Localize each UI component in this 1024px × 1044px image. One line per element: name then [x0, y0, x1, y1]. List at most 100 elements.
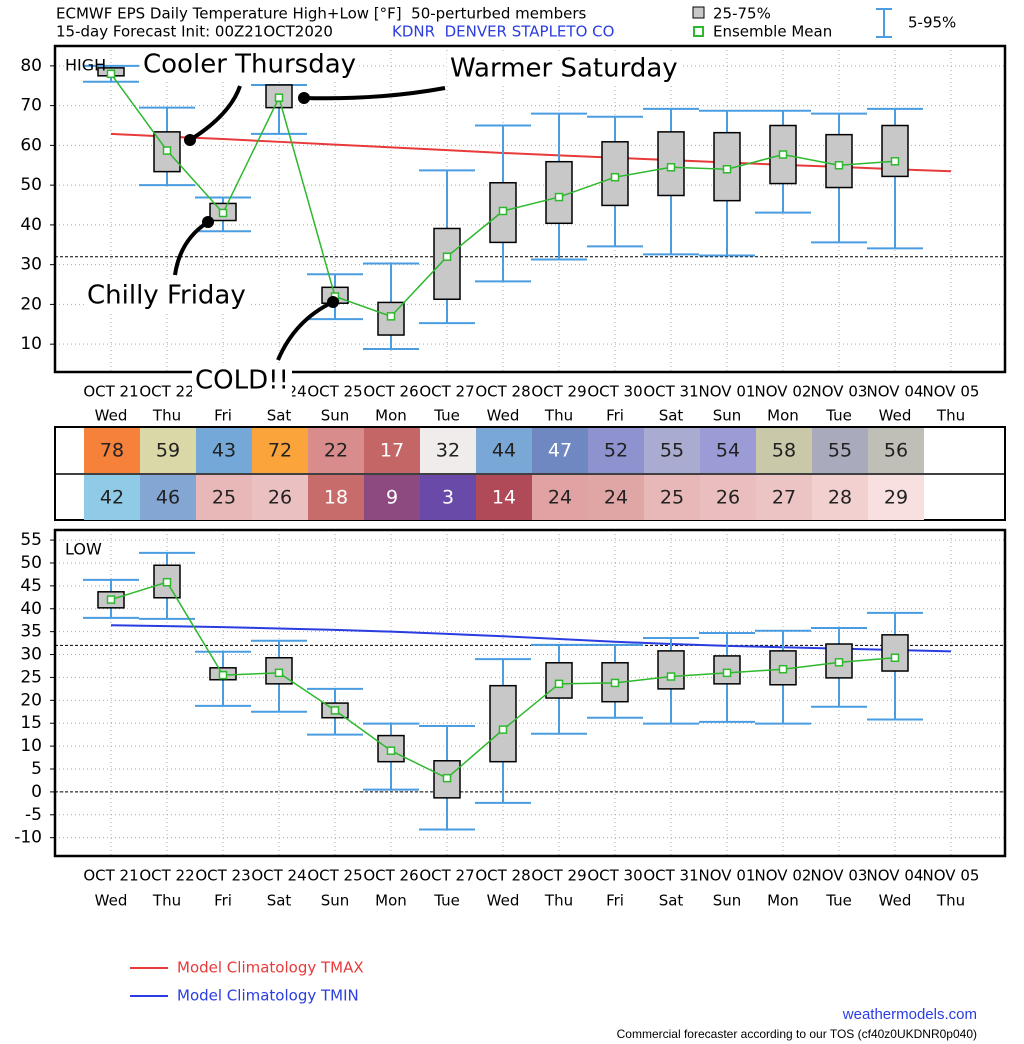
table-value: 54: [716, 440, 740, 462]
mean-marker: [554, 679, 564, 689]
table-value: 3: [442, 487, 454, 509]
table-cell: [868, 428, 924, 473]
x-tick-label: NOV 01: [699, 867, 756, 885]
table-value: 43: [212, 440, 236, 462]
x-tick-label: NOV 03: [811, 867, 868, 885]
plot-frame: [53, 44, 1007, 374]
table-value: 17: [380, 440, 404, 462]
table-cell: [420, 475, 476, 520]
legend-label: 5-95%: [908, 14, 956, 32]
mean-marker: [610, 678, 620, 688]
legend-label: 25-75%: [713, 5, 771, 23]
y-tick-label: 35: [20, 622, 42, 642]
y-tick-label: 20: [20, 294, 42, 314]
mean-marker: [554, 192, 564, 202]
x-tick-label: OCT 31: [643, 867, 698, 885]
annotation: Warmer Saturday: [450, 54, 678, 84]
annotation: Chilly Friday: [87, 281, 246, 311]
table-cell: [196, 475, 252, 520]
table-cell: [252, 475, 308, 520]
mean-marker: [834, 658, 844, 667]
mean-marker: [218, 208, 228, 218]
x-tick-label: OCT 25: [307, 867, 362, 885]
x-tick-label: OCT 27: [419, 867, 474, 885]
x-tick-label: Thu: [544, 407, 573, 425]
site: weathermodels.com: [842, 1006, 977, 1023]
x-tick-label: NOV 01: [699, 383, 756, 401]
table-cell: [700, 475, 756, 520]
x-tick-label: Sun: [321, 407, 350, 425]
box: [545, 160, 573, 225]
y-tick-label: 70: [20, 96, 42, 116]
table-value: 26: [716, 487, 740, 509]
annotation-arrowhead: [298, 92, 310, 104]
x-tick-label: NOV 04: [867, 383, 924, 401]
annotation: COLD!!: [195, 366, 289, 396]
x-tick-label: OCT 25: [307, 383, 362, 401]
mean-marker: [890, 653, 900, 662]
x-tick-label: Fri: [606, 407, 624, 425]
mean-marker: [386, 312, 396, 321]
x-tick-label: OCT 27: [419, 383, 474, 401]
x-tick-label: Wed: [487, 892, 520, 910]
table-value: 32: [436, 440, 460, 462]
y-tick-label: 10: [20, 736, 42, 756]
x-tick-label: Sat: [659, 892, 684, 910]
table-cell: [812, 428, 868, 473]
x-tick-label: Fri: [214, 407, 232, 425]
box: [489, 684, 517, 763]
x-tick-label: NOV 03: [811, 383, 868, 401]
table-cell: [532, 475, 588, 520]
table-cell: [140, 428, 196, 473]
x-tick-label: OCT 29: [531, 867, 586, 885]
table-value: 46: [156, 487, 180, 509]
mean-marker: [890, 157, 900, 166]
annotation-bg: [447, 53, 681, 85]
table-cell: [476, 428, 532, 473]
table-cell: [252, 428, 308, 473]
x-tick-label: Thu: [152, 892, 181, 910]
x-tick-label: Mon: [375, 892, 407, 910]
x-tick-label: Wed: [879, 407, 912, 425]
table-cell: [364, 475, 420, 520]
x-tick-label: OCT 28: [475, 867, 530, 885]
y-tick-label: 60: [20, 135, 42, 155]
table-value: 59: [156, 440, 180, 462]
climatology-line: [110, 132, 952, 173]
table-value: 56: [884, 440, 908, 462]
mean-marker: [498, 725, 508, 734]
table-value: 55: [660, 440, 684, 462]
y-tick-label: 80: [20, 56, 42, 76]
y-tick-label: -5: [25, 805, 42, 825]
panel-label: HIGH: [65, 56, 106, 75]
annotation: Cooler Thursday: [143, 50, 356, 80]
mean-marker: [778, 664, 788, 674]
table-cell: [532, 428, 588, 473]
legend-box-marker: [692, 6, 705, 19]
y-tick-label: 0: [31, 782, 42, 802]
table-cell: [308, 475, 364, 520]
table-value: 24: [548, 487, 572, 509]
y-tick-label: 40: [20, 599, 42, 619]
x-tick-label: Sun: [321, 892, 350, 910]
x-tick-label: OCT 21: [83, 867, 138, 885]
legend-label: Model Climatology TMAX: [177, 959, 364, 977]
mean-marker: [610, 172, 620, 182]
x-tick-label: OCT 23: [195, 867, 250, 885]
x-tick-label: Mon: [767, 892, 799, 910]
station: KDNR DENVER STAPLETO CO: [392, 23, 614, 41]
mean-marker: [666, 163, 676, 172]
y-tick-label: 50: [20, 553, 42, 573]
x-tick-label: OCT 30: [587, 383, 642, 401]
x-tick-label: Wed: [95, 892, 128, 910]
mean-marker: [666, 672, 676, 681]
x-tick-label: Sat: [267, 407, 292, 425]
mean-marker: [330, 706, 340, 715]
x-tick-label: OCT 24: [251, 867, 306, 885]
x-tick-label: Wed: [487, 407, 520, 425]
legend-mean-marker: [693, 26, 704, 37]
x-tick-label: OCT 30: [587, 867, 642, 885]
x-tick-label: Tue: [825, 407, 852, 425]
